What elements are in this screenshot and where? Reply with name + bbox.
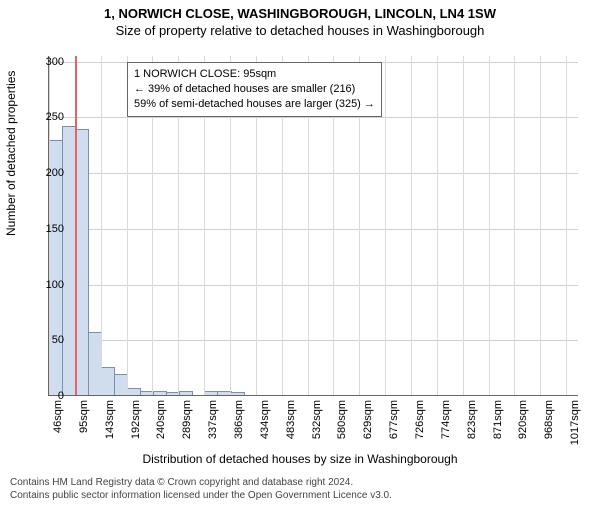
y-tick-label: 150	[24, 223, 64, 235]
gridline-vertical	[385, 56, 386, 395]
gridline-horizontal	[49, 229, 578, 230]
gridline-vertical	[437, 56, 438, 395]
annotation-line: 1 NORWICH CLOSE: 95sqm	[134, 67, 375, 82]
x-tick-label: 483sqm	[285, 400, 297, 450]
x-tick-label: 95sqm	[78, 400, 90, 450]
gridline-vertical	[540, 56, 541, 395]
gridline-vertical	[101, 56, 102, 395]
page-subtitle: Size of property relative to detached ho…	[0, 23, 600, 38]
y-tick-label: 200	[24, 167, 64, 179]
x-tick-label: 337sqm	[207, 400, 219, 450]
footer-attribution: Contains HM Land Registry data © Crown c…	[10, 476, 392, 502]
y-tick-label: 250	[24, 111, 64, 123]
gridline-vertical	[566, 56, 567, 395]
footer-line-1: Contains HM Land Registry data © Crown c…	[10, 476, 392, 489]
x-tick-label: 46sqm	[52, 400, 64, 450]
page-title: 1, NORWICH CLOSE, WASHINGBOROUGH, LINCOL…	[0, 6, 600, 21]
y-axis-label: Number of detached properties	[4, 71, 18, 236]
x-axis-label: Distribution of detached houses by size …	[0, 452, 600, 466]
histogram-bar	[230, 392, 244, 395]
footer-line-2: Contains public sector information licen…	[10, 489, 392, 502]
chart-area: 1 NORWICH CLOSE: 95sqm← 39% of detached …	[48, 56, 578, 416]
x-tick-label: 629sqm	[362, 400, 374, 450]
x-tick-label: 386sqm	[233, 400, 245, 450]
x-tick-label: 434sqm	[259, 400, 271, 450]
x-tick-label: 240sqm	[155, 400, 167, 450]
gridline-horizontal	[49, 117, 578, 118]
gridline-vertical	[489, 56, 490, 395]
x-tick-label: 871sqm	[492, 400, 504, 450]
x-tick-label: 920sqm	[517, 400, 529, 450]
x-tick-label: 677sqm	[388, 400, 400, 450]
property-marker-line	[75, 56, 77, 395]
y-tick-label: 50	[24, 334, 64, 346]
y-tick-label: 100	[24, 279, 64, 291]
gridline-horizontal	[49, 340, 578, 341]
x-tick-label: 823sqm	[466, 400, 478, 450]
histogram-bar	[179, 391, 193, 395]
x-tick-label: 1017sqm	[569, 400, 581, 450]
x-tick-label: 143sqm	[104, 400, 116, 450]
x-tick-label: 289sqm	[181, 400, 193, 450]
x-tick-label: 192sqm	[130, 400, 142, 450]
y-tick-label: 300	[24, 56, 64, 68]
annotation-line: 59% of semi-detached houses are larger (…	[134, 97, 375, 112]
gridline-horizontal	[49, 173, 578, 174]
gridline-vertical	[411, 56, 412, 395]
x-tick-label: 532sqm	[311, 400, 323, 450]
gridline-vertical	[463, 56, 464, 395]
x-tick-label: 726sqm	[414, 400, 426, 450]
gridline-vertical	[514, 56, 515, 395]
x-tick-label: 774sqm	[440, 400, 452, 450]
x-tick-label: 580sqm	[336, 400, 348, 450]
annotation-line: ← 39% of detached houses are smaller (21…	[134, 82, 375, 97]
annotation-box: 1 NORWICH CLOSE: 95sqm← 39% of detached …	[127, 62, 382, 117]
x-tick-label: 968sqm	[543, 400, 555, 450]
gridline-horizontal	[49, 285, 578, 286]
plot-region: 1 NORWICH CLOSE: 95sqm← 39% of detached …	[48, 56, 578, 396]
